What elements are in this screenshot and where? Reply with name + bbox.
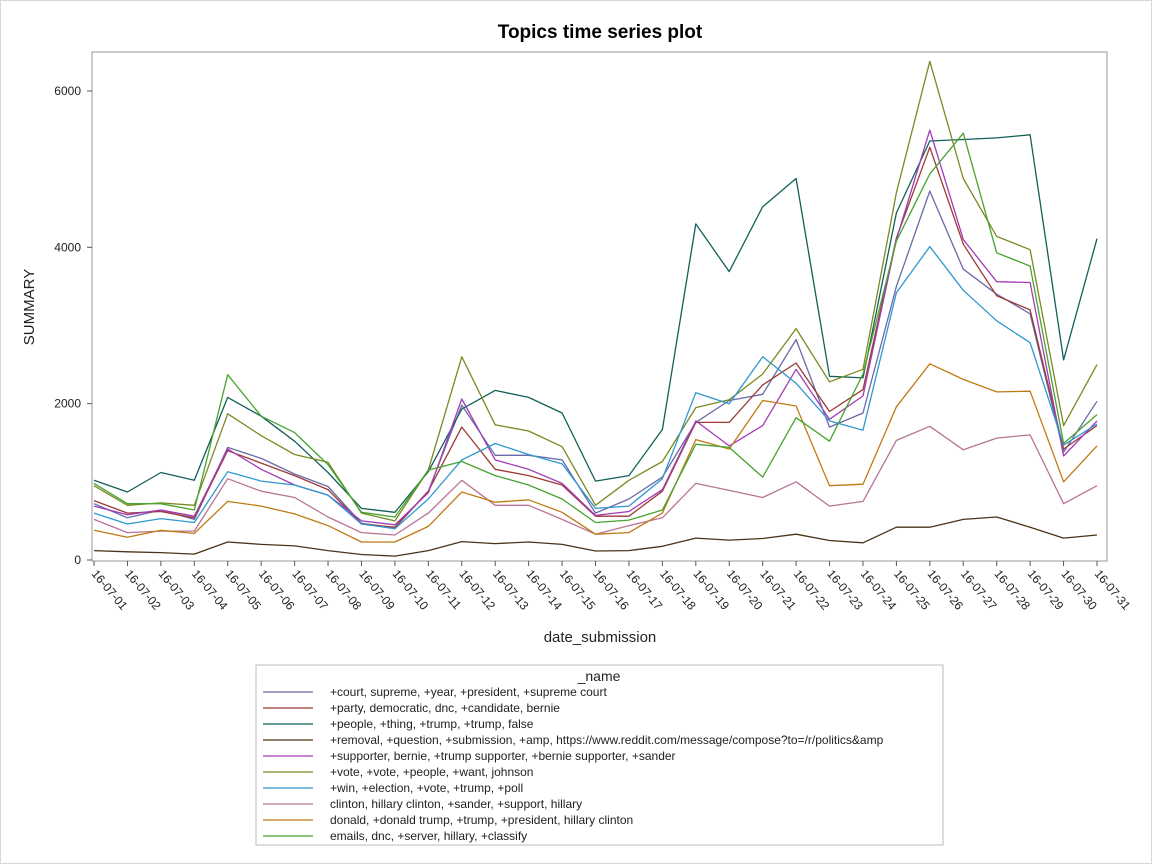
legend-frame [255, 664, 944, 846]
x-axis: 16-07-0116-07-0216-07-0316-07-0416-07-05… [89, 561, 1134, 613]
legend-label: donald, +donald trump, +trump, +presiden… [330, 813, 633, 827]
legend-item: +party, democratic, dnc, +candidate, ber… [263, 701, 560, 715]
y-tick-label: 4000 [54, 240, 81, 254]
legend-item: +win, +election, +vote, +trump, +poll [263, 781, 523, 795]
series-line-6 [93, 60, 1098, 522]
series-line-4 [93, 516, 1098, 557]
x-tick-label: 16-07-31 [1092, 567, 1134, 613]
series-line-9 [93, 363, 1098, 543]
legend-label: +party, democratic, dnc, +candidate, ber… [330, 701, 560, 715]
legend-label: +removal, +question, +submission, +amp, … [330, 733, 884, 747]
legend-item: +supporter, bernie, +trump supporter, +b… [263, 749, 676, 763]
legend-item: +court, supreme, +year, +president, +sup… [263, 685, 607, 699]
series-line-2 [93, 146, 1098, 528]
legend-label: +court, supreme, +year, +president, +sup… [330, 685, 607, 699]
series-lines [93, 60, 1098, 557]
series-line-7 [93, 245, 1098, 530]
legend-item: clinton, hillary clinton, +sander, +supp… [263, 797, 582, 811]
chart-title: Topics time series plot [498, 22, 703, 43]
x-axis-title: date_submission [544, 629, 657, 646]
legend-label: +people, +thing, +trump, +trump, false [330, 717, 534, 731]
legend-item: +removal, +question, +submission, +amp, … [263, 733, 884, 747]
legend-item: emails, dnc, +server, hillary, +classify [263, 829, 527, 843]
series-line-1 [93, 190, 1098, 529]
y-tick-label: 2000 [54, 397, 81, 411]
series-line-10 [93, 132, 1098, 524]
legend-title: _name [577, 668, 621, 684]
series-line-3 [93, 134, 1098, 513]
legend-item: +people, +thing, +trump, +trump, false [263, 717, 534, 731]
legend-item: +vote, +vote, +people, +want, johnson [263, 765, 533, 779]
y-axis-title: SUMMARY [21, 269, 38, 345]
legend-items: +court, supreme, +year, +president, +sup… [263, 685, 884, 843]
plot-area-frame [91, 51, 1108, 562]
legend-label: +win, +election, +vote, +trump, +poll [330, 781, 523, 795]
y-tick-label: 6000 [54, 84, 81, 98]
y-axis: 0 2000 4000 6000 [54, 84, 92, 567]
legend-label: emails, dnc, +server, hillary, +classify [330, 829, 527, 843]
legend-label: clinton, hillary clinton, +sander, +supp… [330, 797, 582, 811]
y-tick-label: 0 [74, 553, 81, 567]
legend-label: +vote, +vote, +people, +want, johnson [330, 765, 533, 779]
series-line-5 [93, 129, 1098, 526]
legend-item: donald, +donald trump, +trump, +presiden… [263, 813, 633, 827]
legend: _name +court, supreme, +year, +president… [255, 664, 944, 846]
legend-label: +supporter, bernie, +trump supporter, +b… [330, 749, 676, 763]
